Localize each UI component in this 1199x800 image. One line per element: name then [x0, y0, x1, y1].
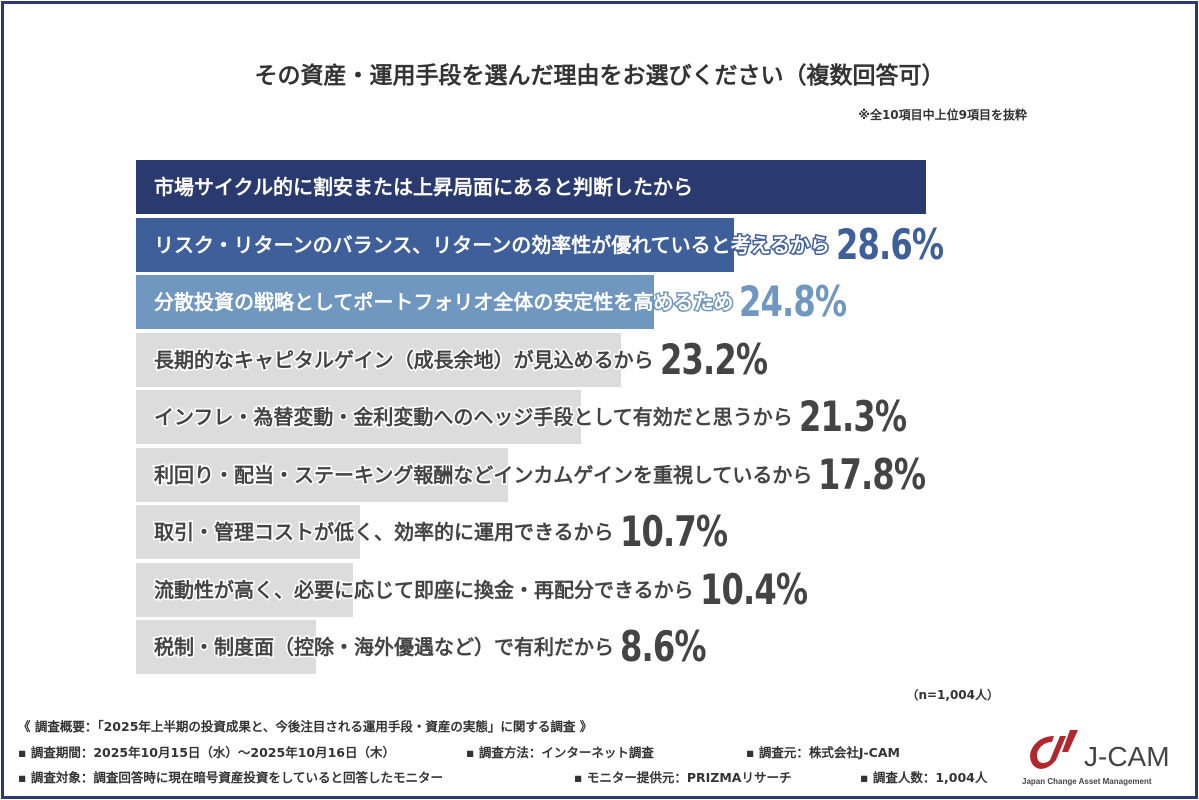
category-label: 利回り・配当・ステーキング報酬などインカムゲインを重視しているから: [152, 461, 813, 488]
chart-title: その資産・運用手段を選んだ理由をお選びください（複数回答可）: [254, 63, 945, 89]
value-label: 23.2%: [659, 334, 768, 384]
bar: [136, 505, 360, 559]
bar: [136, 562, 354, 617]
svg-text:J-CAM: J-CAM: [1084, 741, 1170, 772]
bar-label-group: リスク・リターンのバランス、リターンの効率性が優れていると考えるから 28.6%: [153, 218, 962, 272]
chart-note: ※全10項目中上位9項目を抜粋: [858, 108, 1027, 122]
bar-label-group: 流動性が高く、必要に応じて即座に換金・再配分できるから 10.4%: [153, 563, 826, 617]
bar: [136, 620, 316, 674]
bar: [136, 160, 927, 214]
value-label: 24.8%: [739, 277, 847, 326]
bar: [136, 217, 734, 272]
survey-target: ▪ 調査対象：調査回答時に現在暗号資産投資をしていると回答したモニター: [18, 770, 443, 785]
bar-label-group: 取引・管理コストが低く、効率的に運用できるから 10.7%: [153, 505, 746, 559]
value-label: 21.3%: [798, 392, 907, 441]
sample-size: （n=1,004人）: [906, 688, 999, 702]
value-label: 37.8%: [699, 162, 807, 211]
bar-label-group: 分散投資の戦略としてポートフォリオ全体の安定性を高めるため 24.8%: [152, 275, 866, 329]
category-label: 分散投資の戦略としてポートフォリオ全体の安定性を高めるため: [152, 289, 734, 316]
jcam-logo-mark-icon: J-CAM Japan Change Asset Management: [1022, 730, 1170, 786]
value-label: 17.8%: [818, 449, 926, 499]
category-label: 取引・管理コストが低く、効率的に運用できるから: [153, 519, 616, 546]
bar: [136, 332, 621, 387]
survey-period: ▪ 調査期間：2025年10月15日（水）～2025年10月16日（木）: [18, 745, 395, 760]
bar: [136, 275, 655, 329]
survey-source: ▪ 調査元：株式会社J-CAM: [746, 745, 900, 760]
bar-label-group: 市場サイクル的に割安または上昇局面にあると判断したから 37.8%: [153, 160, 825, 214]
survey-method: ▪ 調査方法：インターネット調査: [466, 745, 654, 760]
value-label: 10.7%: [619, 507, 728, 556]
category-label: 流動性が高く、必要に応じて即座に換金・再配分できるから: [153, 576, 696, 603]
jcam-logo: J-CAM Japan Change Asset Management: [1020, 722, 1190, 792]
bar-label-group: 税制・制度面（控除・海外優遇など）で有利だから 8.6%: [153, 620, 721, 674]
category-label: 長期的なキャピタルゲイン（成長余地）が見込めるから: [153, 346, 656, 373]
survey-provider: ▪ モニター提供元：PRIZMAリサーチ: [574, 770, 792, 785]
svg-text:Japan Change Asset Management: Japan Change Asset Management: [1022, 777, 1152, 786]
bar: [136, 447, 509, 502]
category-label: リスク・リターンのバランス、リターンの効率性が優れていると考えるから: [153, 231, 832, 258]
survey-count: ▪ 調査人数：1,004人: [860, 770, 988, 785]
value-label: 8.6%: [620, 622, 707, 671]
bar-label-group: 利回り・配当・ステーキング報酬などインカムゲインを重視しているから 17.8%: [152, 448, 945, 502]
bar-label-group: インフレ・為替変動・金利変動へのヘッジ手段として有効だと思うから 21.3%: [153, 390, 925, 444]
category-label: インフレ・為替変動・金利変動へのヘッジ手段として有効だと思うから: [153, 404, 795, 431]
category-label: 市場サイクル的に割安または上昇局面にあると判断したから: [153, 174, 695, 201]
value-label: 28.6%: [836, 219, 944, 269]
value-label: 10.4%: [699, 564, 808, 614]
bar-label-group: 長期的なキャピタルゲイン（成長余地）が見込めるから 23.2%: [153, 333, 786, 387]
category-label: 税制・制度面（控除・海外優遇など）で有利だから: [153, 634, 616, 661]
bar: [136, 390, 582, 444]
survey-overview: 《 調査概要：「2025年上半期の投資成果と、今後注目される運用手段・資産の実態…: [18, 719, 593, 734]
